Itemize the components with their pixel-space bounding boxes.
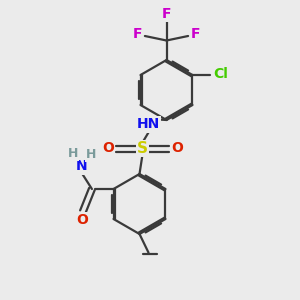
Text: HN: HN [136,118,160,131]
Text: O: O [76,213,88,227]
Text: Cl: Cl [213,67,228,80]
Text: H: H [86,148,96,161]
Text: N: N [76,160,87,173]
Text: O: O [102,142,114,155]
Text: F: F [133,28,142,41]
Text: F: F [191,28,200,41]
Text: H: H [68,147,78,161]
Text: O: O [171,142,183,155]
Text: F: F [162,7,171,20]
Text: S: S [137,141,148,156]
